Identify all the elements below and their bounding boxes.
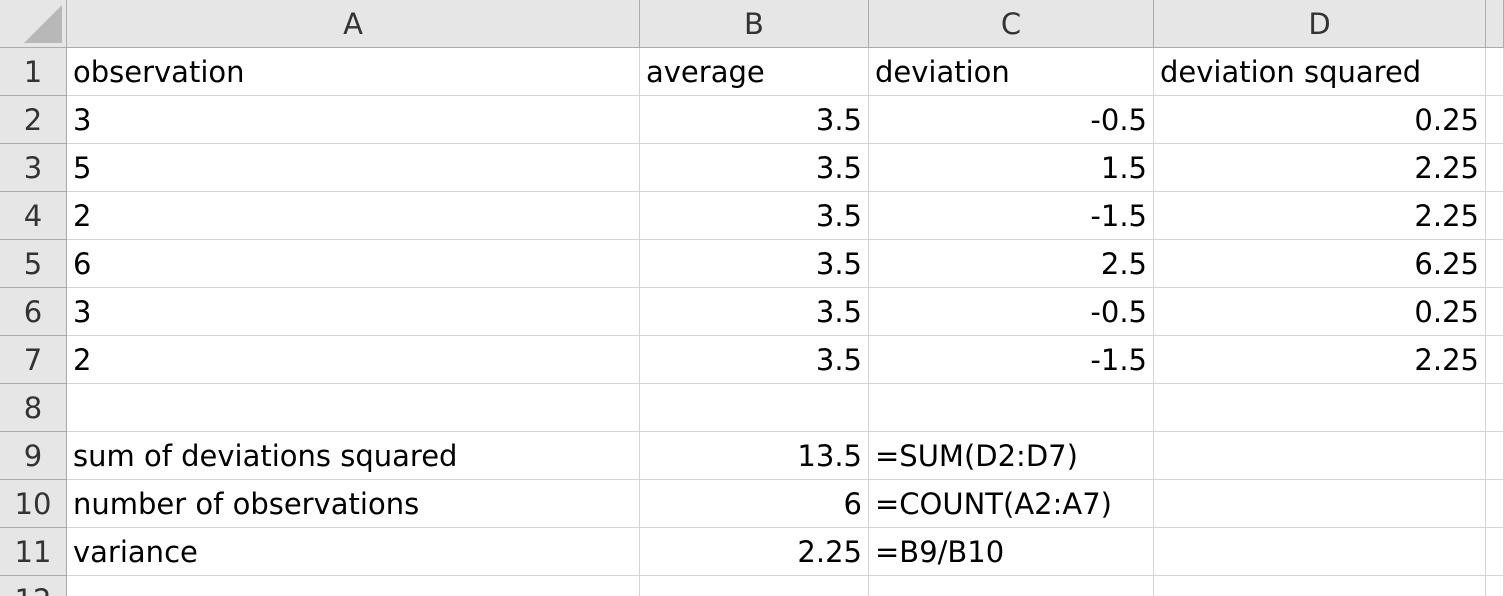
cell-c2[interactable]: -0.5 [869,96,1154,144]
cell-d7[interactable]: 2.25 [1154,336,1486,384]
cell-a11[interactable]: variance [67,528,640,576]
cell-d5[interactable]: 6.25 [1154,240,1486,288]
cell-b11[interactable]: 2.25 [640,528,869,576]
cell-a8[interactable] [67,384,640,432]
cell-d6[interactable]: 0.25 [1154,288,1486,336]
cell-c10[interactable]: =COUNT(A2:A7) [869,480,1154,528]
column-header-d[interactable]: D [1154,0,1486,48]
row-header-7[interactable]: 7 [0,336,67,384]
cell-a10[interactable]: number of observations [67,480,640,528]
column-header-a[interactable]: A [67,0,640,48]
row-header-6[interactable]: 6 [0,288,67,336]
cell-e9[interactable] [1486,432,1504,480]
cell-e3[interactable] [1486,144,1504,192]
select-all-corner[interactable] [0,0,67,48]
cell-b8[interactable] [640,384,869,432]
cell-d11[interactable] [1154,528,1486,576]
cell-b6[interactable]: 3.5 [640,288,869,336]
cell-d12[interactable] [1154,576,1486,596]
cell-d8[interactable] [1154,384,1486,432]
cell-e6[interactable] [1486,288,1504,336]
cell-d3[interactable]: 2.25 [1154,144,1486,192]
cell-a3[interactable]: 5 [67,144,640,192]
cell-e11[interactable] [1486,528,1504,576]
cell-a1[interactable]: observation [67,48,640,96]
cell-e8[interactable] [1486,384,1504,432]
cell-b4[interactable]: 3.5 [640,192,869,240]
cell-b12[interactable] [640,576,869,596]
cell-e2[interactable] [1486,96,1504,144]
cell-d4[interactable]: 2.25 [1154,192,1486,240]
cell-d2[interactable]: 0.25 [1154,96,1486,144]
cell-c6[interactable]: -0.5 [869,288,1154,336]
cell-c8[interactable] [869,384,1154,432]
cell-c1[interactable]: deviation [869,48,1154,96]
row-header-9[interactable]: 9 [0,432,67,480]
cell-b9[interactable]: 13.5 [640,432,869,480]
cell-d10[interactable] [1154,480,1486,528]
column-header-c[interactable]: C [869,0,1154,48]
cell-c3[interactable]: 1.5 [869,144,1154,192]
cell-a7[interactable]: 2 [67,336,640,384]
cell-d1[interactable]: deviation squared [1154,48,1486,96]
cell-c9[interactable]: =SUM(D2:D7) [869,432,1154,480]
select-all-triangle-icon [24,5,62,43]
cell-a12[interactable] [67,576,640,596]
cell-b1[interactable]: average [640,48,869,96]
cell-d9[interactable] [1154,432,1486,480]
cell-e5[interactable] [1486,240,1504,288]
cell-a2[interactable]: 3 [67,96,640,144]
cell-c12[interactable] [869,576,1154,596]
row-header-8[interactable]: 8 [0,384,67,432]
cell-c7[interactable]: -1.5 [869,336,1154,384]
cell-e12[interactable] [1486,576,1504,596]
cell-b2[interactable]: 3.5 [640,96,869,144]
cell-e4[interactable] [1486,192,1504,240]
column-header-b[interactable]: B [640,0,869,48]
cell-b10[interactable]: 6 [640,480,869,528]
cell-a9[interactable]: sum of deviations squared [67,432,640,480]
cell-c11[interactable]: =B9/B10 [869,528,1154,576]
cell-b3[interactable]: 3.5 [640,144,869,192]
cell-a4[interactable]: 2 [67,192,640,240]
cell-a5[interactable]: 6 [67,240,640,288]
cell-b5[interactable]: 3.5 [640,240,869,288]
row-header-5[interactable]: 5 [0,240,67,288]
cell-c5[interactable]: 2.5 [869,240,1154,288]
cell-a6[interactable]: 3 [67,288,640,336]
row-header-3[interactable]: 3 [0,144,67,192]
row-header-1[interactable]: 1 [0,48,67,96]
row-header-11[interactable]: 11 [0,528,67,576]
column-header-next[interactable] [1486,0,1504,48]
cell-e1[interactable] [1486,48,1504,96]
row-header-2[interactable]: 2 [0,96,67,144]
cell-b7[interactable]: 3.5 [640,336,869,384]
row-header-10[interactable]: 10 [0,480,67,528]
cell-e7[interactable] [1486,336,1504,384]
cell-c4[interactable]: -1.5 [869,192,1154,240]
cell-e10[interactable] [1486,480,1504,528]
row-header-12[interactable]: 12 [0,576,67,596]
row-header-4[interactable]: 4 [0,192,67,240]
